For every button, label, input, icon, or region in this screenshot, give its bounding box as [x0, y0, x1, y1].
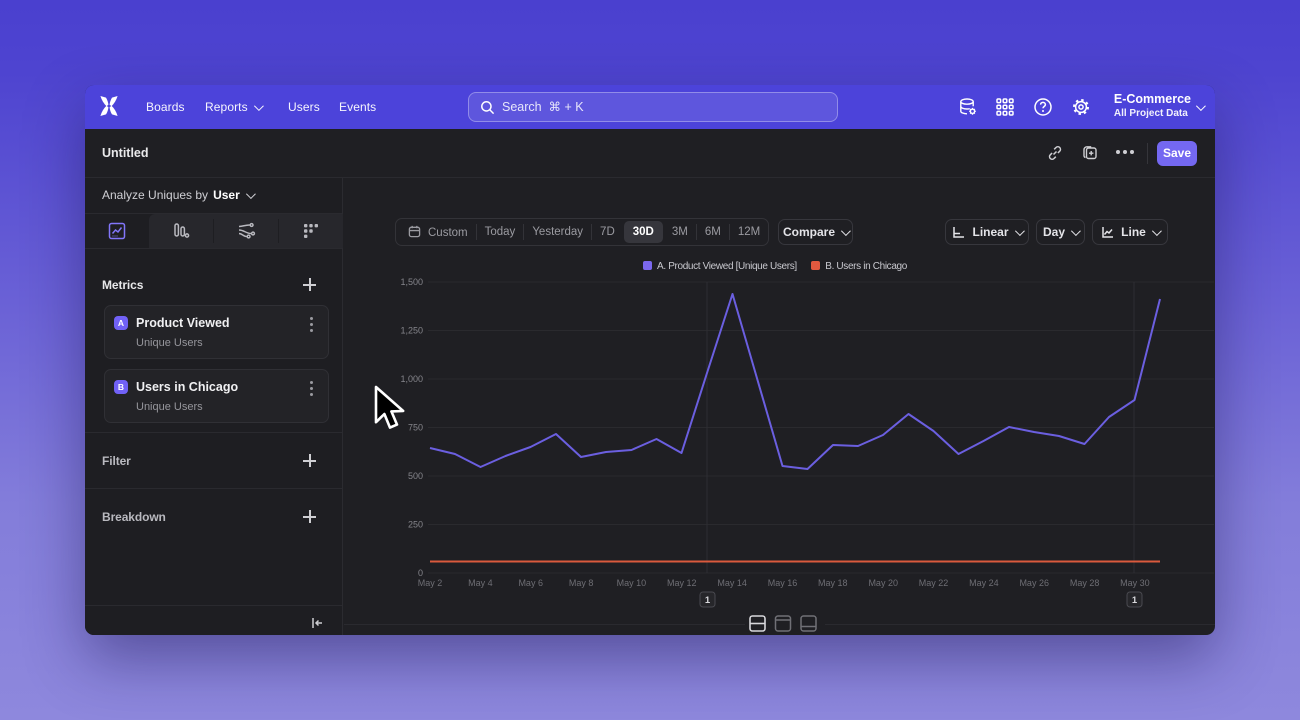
svg-text:1,500: 1,500: [400, 277, 423, 287]
svg-text:May 18: May 18: [818, 578, 848, 588]
svg-text:1,000: 1,000: [400, 374, 423, 384]
svg-text:May 22: May 22: [919, 578, 949, 588]
svg-text:May 6: May 6: [518, 578, 543, 588]
svg-text:0: 0: [418, 568, 423, 578]
svg-text:May 10: May 10: [617, 578, 647, 588]
svg-text:May 14: May 14: [717, 578, 747, 588]
svg-text:May 2: May 2: [418, 578, 443, 588]
svg-text:May 20: May 20: [868, 578, 898, 588]
svg-text:1: 1: [705, 595, 711, 606]
svg-text:May 26: May 26: [1019, 578, 1049, 588]
svg-text:250: 250: [408, 520, 423, 530]
svg-text:May 30: May 30: [1120, 578, 1150, 588]
svg-text:1,250: 1,250: [400, 326, 423, 336]
svg-text:May 28: May 28: [1070, 578, 1100, 588]
svg-text:May 12: May 12: [667, 578, 697, 588]
svg-text:May 16: May 16: [768, 578, 798, 588]
svg-text:750: 750: [408, 423, 423, 433]
svg-text:500: 500: [408, 471, 423, 481]
svg-text:1: 1: [1132, 595, 1138, 606]
svg-text:May 8: May 8: [569, 578, 594, 588]
svg-text:May 4: May 4: [468, 578, 493, 588]
svg-text:May 24: May 24: [969, 578, 999, 588]
